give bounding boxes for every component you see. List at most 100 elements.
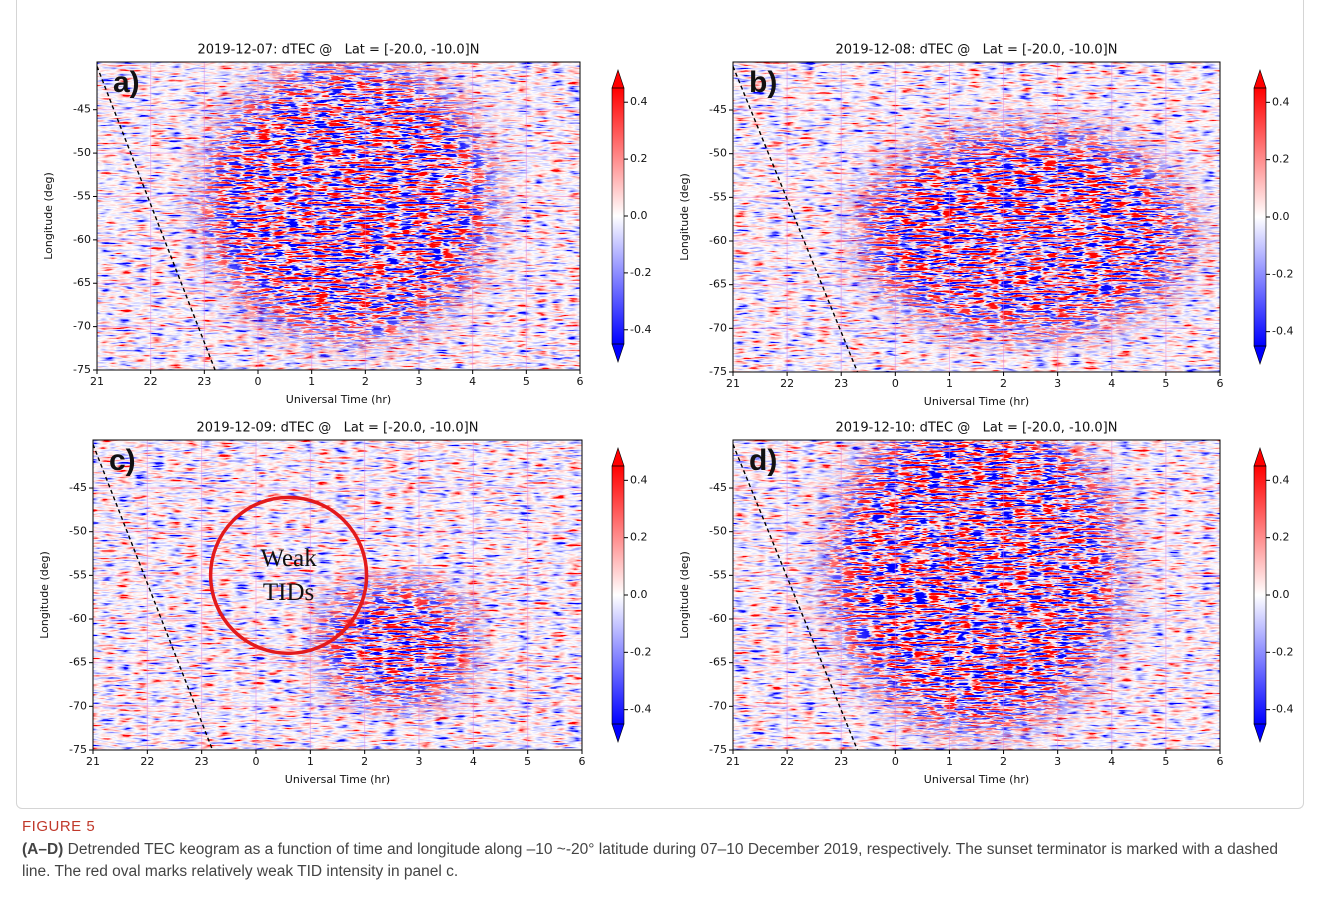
panel-label: d)	[749, 444, 777, 477]
annotation-circle	[208, 495, 369, 656]
y-tick-label: -75	[69, 743, 87, 756]
x-tick-label: 1	[946, 755, 953, 768]
colorbar	[612, 88, 624, 344]
x-tick-label: 3	[1054, 377, 1061, 390]
plot-frame	[732, 61, 1221, 373]
x-tick-label: 0	[253, 755, 260, 768]
x-tick-label: 5	[524, 755, 531, 768]
x-tick-label: 5	[523, 375, 530, 388]
caption-text: (A–D) Detrended TEC keogram as a functio…	[22, 839, 1302, 883]
x-tick-label: 3	[416, 375, 423, 388]
y-tick-label: -45	[73, 103, 91, 116]
colorbar-tick-label: -0.2	[1272, 645, 1293, 658]
colorbar-tick-label: 0.0	[1272, 210, 1290, 223]
keogram-activity	[97, 62, 580, 370]
y-tick-label: -60	[69, 612, 87, 625]
colorbar-tick-label: -0.4	[630, 703, 651, 716]
x-axis-label: Universal Time (hr)	[285, 773, 390, 786]
x-tick-label: 23	[834, 377, 848, 390]
plot-frame	[96, 61, 581, 371]
y-tick-label: -70	[69, 699, 87, 712]
y-tick-label: -65	[709, 656, 727, 669]
panel-label: a)	[113, 66, 140, 99]
colorbar-extend-bottom	[611, 723, 625, 743]
colorbar-tick-label: -0.4	[1272, 703, 1293, 716]
annotation-text: TIDs	[263, 579, 314, 606]
x-tick-label: 6	[1217, 755, 1224, 768]
caption-body: Detrended TEC keogram as a function of t…	[22, 841, 1278, 880]
terminator-line	[97, 66, 216, 370]
caption: FIGURE 5 (A–D) Detrended TEC keogram as …	[22, 818, 1302, 883]
y-tick-label: -70	[709, 321, 727, 334]
y-tick-label: -50	[73, 146, 91, 159]
x-tick-label: 2	[1000, 377, 1007, 390]
x-tick-label: 6	[577, 375, 584, 388]
x-tick-label: 21	[90, 375, 104, 388]
x-tick-label: 22	[140, 755, 154, 768]
colorbar-extend-bottom	[611, 343, 625, 363]
y-tick-label: -60	[709, 234, 727, 247]
x-tick-label: 1	[307, 755, 314, 768]
x-tick-label: 4	[470, 755, 477, 768]
caption-panels: (A–D)	[22, 841, 64, 858]
x-tick-label: 5	[1162, 377, 1169, 390]
x-tick-label: 21	[86, 755, 100, 768]
y-axis-label: Longitude (deg)	[678, 173, 691, 261]
panel-title: 2019-12-10: dTEC @ Lat = [-20.0, -10.0]N	[836, 421, 1118, 436]
panel-label: c)	[109, 444, 136, 477]
x-tick-label: 21	[726, 755, 740, 768]
figure: 21 22 23 0 1 2 3 4 5 6-75-70-65-60-55-50-45a)2019…	[38, 43, 1293, 787]
annotation-text: Weak	[260, 545, 317, 572]
y-tick-label: -55	[69, 568, 87, 581]
colorbar-tick-label: 0.2	[1272, 153, 1290, 166]
colorbar-tick-label: 0.0	[630, 209, 648, 222]
y-tick-label: -65	[73, 276, 91, 289]
colorbar-extend-top	[1253, 69, 1267, 89]
colorbar-tick-label: 0.0	[630, 588, 648, 601]
colorbar	[1254, 466, 1266, 724]
y-tick-label: -45	[69, 481, 87, 494]
colorbar-extend-top	[1253, 447, 1267, 467]
x-tick-label: 23	[197, 375, 211, 388]
x-tick-label: 22	[780, 377, 794, 390]
x-tick-label: 0	[892, 755, 899, 768]
colorbar-tick-label: 0.2	[1272, 531, 1290, 544]
panel-title: 2019-12-08: dTEC @ Lat = [-20.0, -10.0]N	[836, 43, 1118, 58]
x-tick-label: 2	[362, 375, 369, 388]
x-tick-label: 1	[946, 377, 953, 390]
keogram	[93, 440, 582, 750]
y-tick-label: -55	[73, 189, 91, 202]
colorbar-extend-top	[611, 447, 625, 467]
x-tick-label: 2	[361, 755, 368, 768]
colorbar-tick-label: 0.4	[630, 95, 648, 108]
y-tick-label: -45	[709, 481, 727, 494]
panel-title: 2019-12-07: dTEC @ Lat = [-20.0, -10.0]N	[198, 43, 480, 58]
keogram	[733, 62, 1220, 372]
x-tick-label: 23	[834, 755, 848, 768]
colorbar	[1254, 88, 1266, 346]
colorbar-tick-label: -0.4	[1272, 325, 1293, 338]
figure-frame	[16, 0, 1304, 809]
x-tick-label: 0	[892, 377, 899, 390]
colorbar-tick-label: 0.4	[630, 473, 648, 486]
terminator-line	[733, 66, 859, 372]
x-tick-label: 4	[469, 375, 476, 388]
colorbar-tick-label: 0.2	[630, 152, 648, 165]
colorbar	[612, 466, 624, 724]
x-axis-label: Universal Time (hr)	[924, 395, 1029, 408]
y-tick-label: -50	[709, 147, 727, 160]
colorbar-extend-bottom	[1253, 345, 1267, 365]
keogram	[733, 440, 1220, 750]
colorbar-extend-top	[611, 69, 625, 89]
x-tick-label: 2	[1000, 755, 1007, 768]
y-tick-label: -55	[709, 190, 727, 203]
y-tick-label: -55	[709, 568, 727, 581]
x-tick-label: 4	[1108, 377, 1115, 390]
keogram-activity	[733, 62, 1220, 372]
terminator-line	[733, 444, 859, 750]
x-tick-label: 23	[195, 755, 209, 768]
y-tick-label: -50	[69, 525, 87, 538]
x-tick-label: 5	[1162, 755, 1169, 768]
x-tick-label: 1	[308, 375, 315, 388]
